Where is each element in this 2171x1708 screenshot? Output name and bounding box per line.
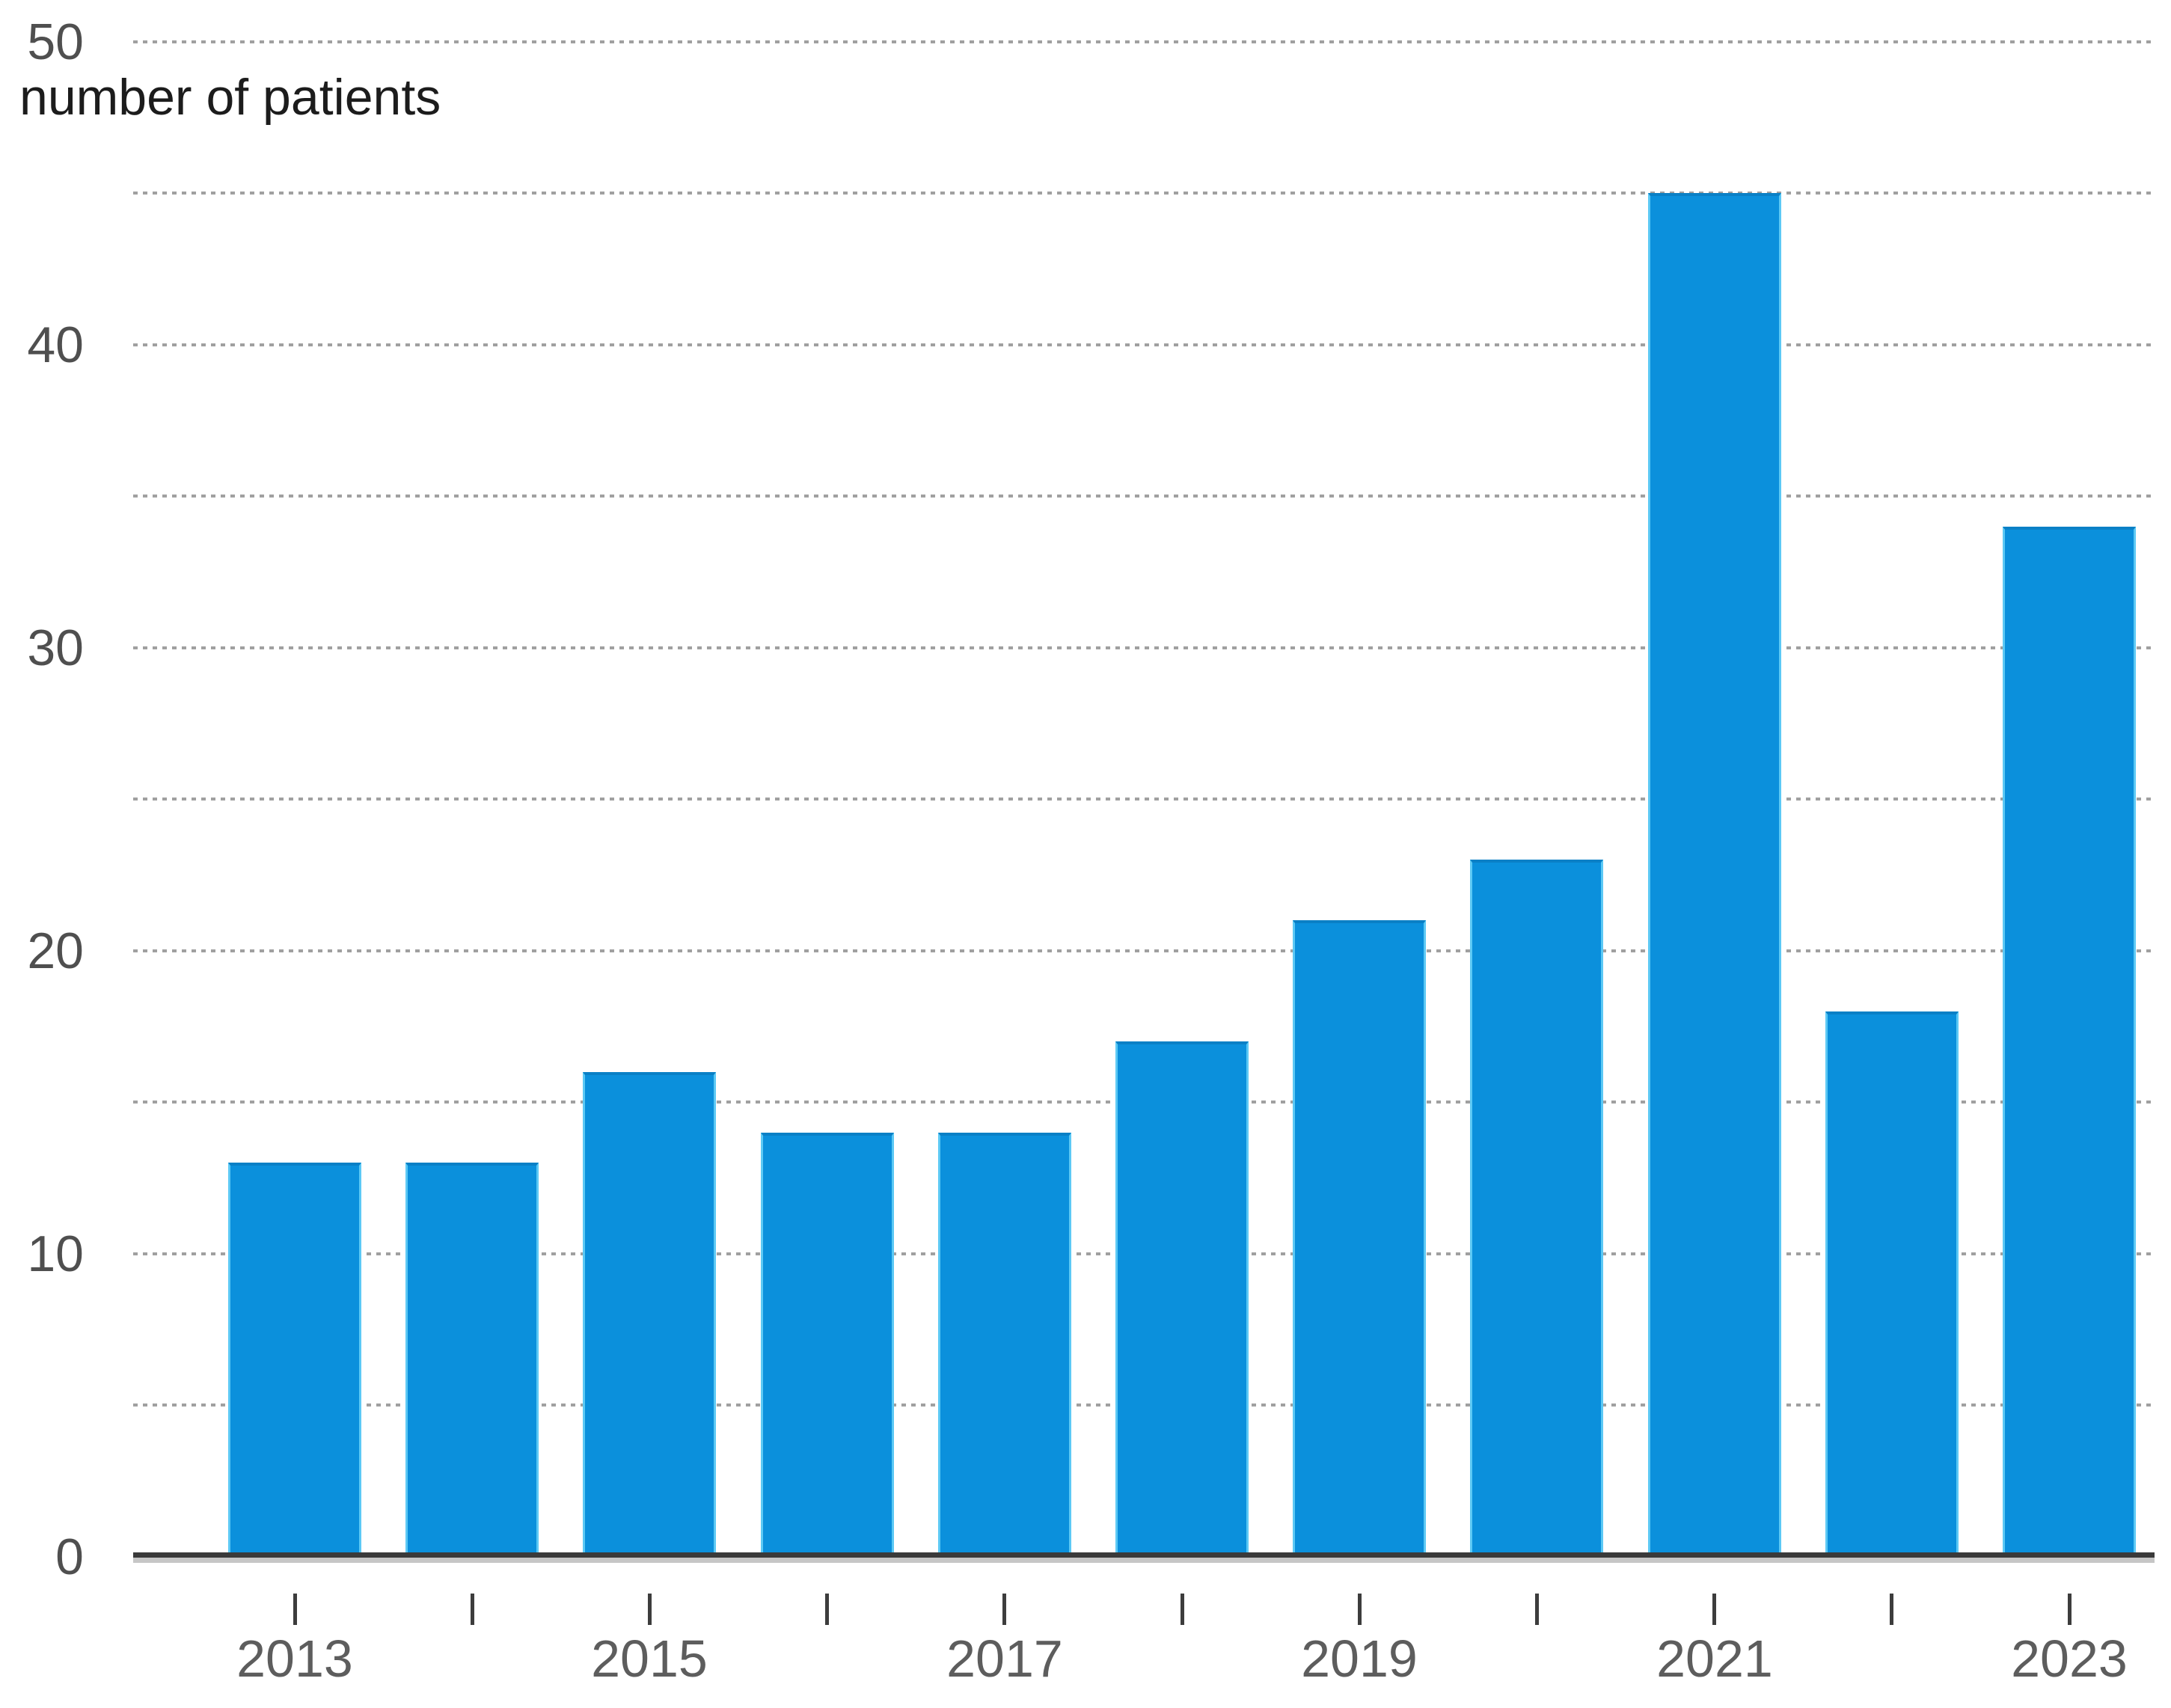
- x-axis-line: [133, 1552, 2155, 1558]
- gridline-40: [133, 343, 2155, 346]
- x-tick-label-2021: 2021: [1656, 1629, 1773, 1688]
- y-axis-title: number of patients: [19, 69, 441, 126]
- y-tick-label-30: 30: [27, 619, 84, 676]
- bar-2017: [938, 1133, 1071, 1556]
- x-tick-2014: [471, 1594, 474, 1625]
- x-axis-shadow: [133, 1558, 2155, 1563]
- gridline-25: [133, 798, 2155, 801]
- bar-2016: [761, 1133, 894, 1556]
- x-tick-label-2023: 2023: [2011, 1629, 2128, 1688]
- x-tick-2022: [1890, 1594, 1893, 1625]
- x-tick-2015: [648, 1594, 652, 1625]
- gridline-45: [133, 192, 2155, 195]
- x-tick-2013: [293, 1594, 297, 1625]
- gridline-50: [133, 40, 2155, 43]
- bar-2013: [228, 1163, 361, 1556]
- y-tick-label-20: 20: [27, 922, 84, 979]
- bar-2022: [1825, 1011, 1959, 1556]
- bar-2015: [583, 1072, 716, 1556]
- x-tick-2016: [825, 1594, 829, 1625]
- gridline-35: [133, 495, 2155, 498]
- x-tick-2017: [1002, 1594, 1006, 1625]
- x-tick-label-2015: 2015: [591, 1629, 708, 1688]
- x-tick-label-2019: 2019: [1301, 1629, 1418, 1688]
- x-tick-2020: [1535, 1594, 1539, 1625]
- gridline-30: [133, 646, 2155, 649]
- y-tick-label-40: 40: [27, 316, 84, 373]
- y-tick-label-50: 50: [27, 13, 84, 70]
- bar-2023: [2003, 527, 2136, 1556]
- x-tick-2018: [1181, 1594, 1184, 1625]
- bar-2018: [1115, 1041, 1249, 1556]
- x-tick-2023: [2068, 1594, 2072, 1625]
- x-tick-label-2013: 2013: [236, 1629, 353, 1688]
- bar-2019: [1293, 920, 1426, 1556]
- bar-2021: [1648, 193, 1781, 1556]
- bar-2014: [405, 1163, 539, 1556]
- y-tick-label-0: 0: [55, 1528, 84, 1585]
- x-tick-2021: [1712, 1594, 1716, 1625]
- bar-2020: [1470, 860, 1603, 1556]
- y-tick-label-10: 10: [27, 1225, 84, 1282]
- x-tick-label-2017: 2017: [946, 1629, 1063, 1688]
- x-tick-2019: [1358, 1594, 1362, 1625]
- gridline-20: [133, 949, 2155, 952]
